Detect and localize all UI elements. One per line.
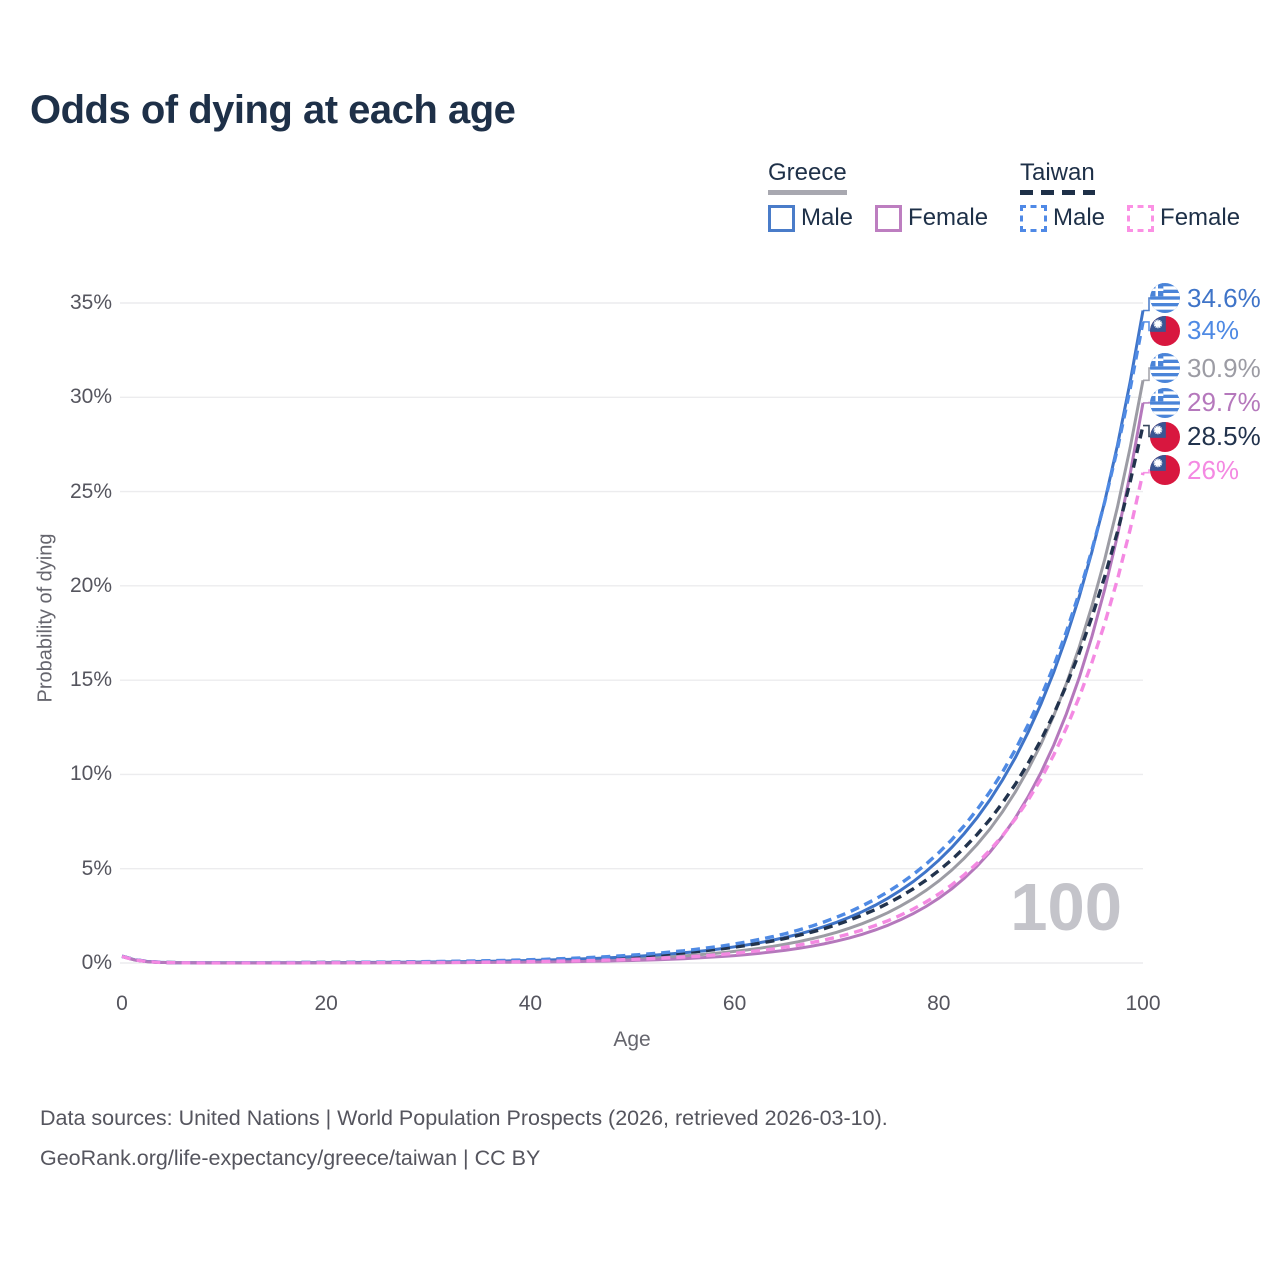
legend-greece-title: Greece — [768, 159, 847, 186]
taiwan-male-swatch-icon — [1020, 204, 1047, 232]
y-tick-label: 10% — [69, 762, 112, 786]
end-value-label: 28.5% — [1187, 421, 1261, 451]
y-tick-label: 0% — [81, 951, 112, 974]
end-label-greece_total: 30.9% — [1150, 352, 1261, 384]
x-tick-label: 40 — [518, 992, 543, 1015]
y-tick-label: 5% — [81, 856, 112, 880]
taiwan-female-swatch-icon — [1127, 204, 1155, 232]
x-axis-title: Age — [613, 1028, 651, 1051]
footer-attribution: GeoRank.org/life-expectancy/greece/taiwa… — [40, 1146, 541, 1170]
legend-taiwan-title: Taiwan — [1020, 159, 1095, 186]
taiwan-flag-icon — [1150, 422, 1180, 452]
legend-group-taiwan: Taiwan Male Female — [1020, 160, 1240, 232]
footer-data-sources: Data sources: United Nations | World Pop… — [40, 1106, 888, 1130]
end-value-label: 26% — [1187, 454, 1240, 485]
x-tick-label: 60 — [722, 992, 747, 1015]
greece-male-swatch-icon — [768, 204, 795, 232]
end-label-greece_male: 34.6% — [1150, 282, 1261, 314]
series-line-greece_male — [121, 310, 1145, 965]
y-axis-title: Probability of dying — [34, 533, 57, 703]
legend-label-taiwan-female: Female — [1160, 204, 1241, 231]
legend-item-taiwan-female[interactable]: Female — [1127, 204, 1240, 232]
greece-flag-icon — [1150, 283, 1180, 313]
x-tick-label: 0 — [116, 992, 128, 1015]
y-tick-label: 20% — [69, 573, 112, 597]
end-value-label: 34% — [1187, 315, 1240, 345]
greece-flag-icon — [1150, 353, 1180, 383]
footer: Data sources: United Nations | World Pop… — [40, 1106, 888, 1186]
legend-label-greece-male: Male — [801, 204, 854, 231]
legend-item-taiwan-male[interactable]: Male — [1020, 204, 1105, 232]
greece-flag-icon — [1150, 388, 1180, 418]
end-value-label: 30.9% — [1187, 352, 1261, 383]
end-value-label: 29.7% — [1187, 387, 1261, 417]
legend-group-greece: Greece Male Female — [768, 160, 988, 232]
x-tick-label: 20 — [314, 992, 338, 1015]
age-counter-watermark: 100 — [1010, 870, 1122, 945]
series-line-taiwan_male — [121, 321, 1145, 965]
end-value-label: 34.6% — [1187, 282, 1261, 313]
y-tick-label: 30% — [69, 385, 112, 409]
greece-female-swatch-icon — [875, 204, 903, 232]
legend-label-greece-female: Female — [908, 204, 989, 231]
end-label-taiwan_male: 34% — [1150, 315, 1239, 347]
end-label-taiwan_total: 28.5% — [1150, 421, 1261, 453]
x-tick-label: 80 — [927, 992, 951, 1015]
end-label-taiwan_female: 26% — [1150, 454, 1239, 486]
y-tick-label: 35% — [69, 291, 112, 314]
legend-item-greece-male[interactable]: Male — [768, 204, 853, 232]
legend-taiwan-linestyle-sample — [1020, 190, 1095, 195]
legend-greece-linestyle-sample — [768, 190, 847, 195]
taiwan-flag-icon — [1150, 455, 1180, 485]
page-title: Odds of dying at each age — [30, 88, 516, 132]
y-tick-label: 15% — [69, 668, 112, 692]
y-tick-label: 25% — [69, 479, 112, 503]
legend-item-greece-female[interactable]: Female — [875, 204, 988, 232]
legend-label-taiwan-male: Male — [1053, 204, 1106, 231]
x-tick-label: 100 — [1125, 992, 1161, 1015]
end-label-greece_female: 29.7% — [1150, 387, 1261, 419]
taiwan-flag-icon — [1150, 316, 1180, 346]
